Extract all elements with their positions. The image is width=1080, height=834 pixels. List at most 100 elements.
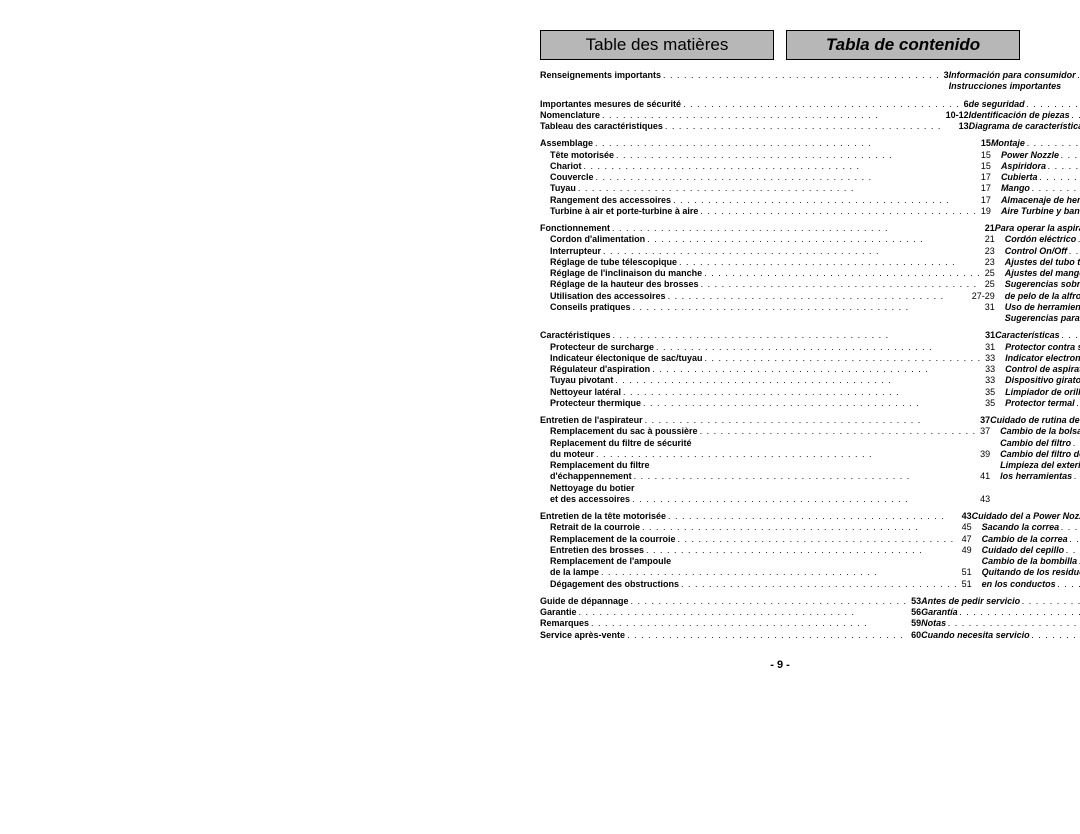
toc-entry-page: 39 (978, 449, 990, 460)
toc-entry: Cubierta17 (991, 172, 1080, 183)
toc-dots (1067, 246, 1080, 257)
toc-dots (1076, 234, 1080, 245)
toc-entry-label: Antes de pedir servicio (921, 596, 1020, 607)
toc-entry-label: Nettoyage du botier (540, 483, 635, 494)
toc-entry: Remplacement du filtre (540, 460, 990, 471)
toc-section: Assemblage15Tête motorisée15Chariot15Cou… (540, 138, 1020, 217)
toc-entry-page: 37 (978, 415, 990, 426)
toc-entry: Dégagement des obstructions51 (540, 579, 972, 590)
toc-dots (679, 579, 960, 590)
page-number: - 9 - (540, 659, 1020, 671)
toc-column-left: Entretien de l'aspirateur37 Remplacement … (540, 415, 990, 505)
toc-entry: Cordon d'alimentation21 (540, 234, 995, 245)
toc-entry-page: 47 (960, 534, 972, 545)
toc-entry-label: du moteur (540, 449, 594, 460)
toc-column-right: Información para consumidor4Instruccione… (949, 70, 1080, 93)
toc-entry-label: los herramientas (990, 471, 1072, 482)
toc-entry-label: Uso de herramientas (995, 302, 1080, 313)
toc-dots (677, 257, 983, 268)
toc-entry-label: Remplacement de l'ampoule (540, 556, 671, 567)
toc-entry-label: Tuyau (540, 183, 576, 194)
toc-entry: Entretien des brosses49 (540, 545, 972, 556)
toc-entry-page: 23 (983, 246, 995, 257)
toc-entry-label: Mango (991, 183, 1030, 194)
toc-entry-label: Protector termal (995, 398, 1075, 409)
toc-dots (644, 545, 960, 556)
toc-body: Renseignements importants3Información pa… (540, 70, 1020, 641)
toc-entry-label: Identificación de piezas (969, 110, 1070, 121)
toc-entry-label: Régulateur d'aspiration (540, 364, 650, 375)
toc-entry-label: Nomenclature (540, 110, 600, 121)
toc-entry-page: 15 (979, 161, 991, 172)
toc-entry: Remplacement de la courroie47 (540, 534, 972, 545)
toc-entry: Service après-vente60 (540, 630, 921, 641)
toc-dots (640, 522, 960, 533)
toc-dots (703, 353, 984, 364)
toc-entry: Régulateur d'aspiration33 (540, 364, 995, 375)
toc-entry-page: 15 (979, 138, 991, 149)
toc-entry-page: 43 (960, 511, 972, 522)
toc-column-right: Para operar la aspiradora21Cordón eléctr… (995, 223, 1080, 324)
toc-entry-label: Garantie (540, 607, 577, 618)
toc-entry-label: Limpieza del exterior y del (990, 460, 1080, 471)
toc-entry-label: de la lampe (540, 567, 599, 578)
toc-entry-label: d'échappennement (540, 471, 632, 482)
toc-dots (629, 596, 910, 607)
toc-entry: Uso de herramientas27-29 (995, 302, 1080, 313)
toc-column-left: Entretien de la tête motorisée43Retrait … (540, 511, 972, 590)
toc-entry-label: Protector contra subrecargas (995, 342, 1080, 353)
toc-entry-label: de seguridad (969, 99, 1025, 110)
toc-dots (699, 279, 983, 290)
toc-dots (625, 630, 909, 641)
toc-entry-label: Remarques (540, 618, 589, 629)
toc-entry-label: Assemblage (540, 138, 593, 149)
toc-entry: Entretien de l'aspirateur37 (540, 415, 990, 426)
toc-section: Renseignements importants3Información pa… (540, 70, 1020, 93)
toc-entry-label: Limpiador de orillas (995, 387, 1080, 398)
toc-dots (676, 534, 960, 545)
toc-entry-label: Entretien des brosses (540, 545, 644, 556)
toc-entry: Power Nozzle15 (991, 150, 1080, 161)
toc-dots (946, 618, 1080, 629)
toc-entry: Sugerencias sobre el ajuste de nivel (995, 279, 1080, 290)
toc-dots (1037, 172, 1080, 183)
toc-dots (702, 268, 983, 279)
toc-entry: Para operar la aspiradora21 (995, 223, 1080, 234)
toc-dots (663, 121, 957, 132)
toc-section: Caractéristiques31Protecteur de surcharg… (540, 330, 1020, 409)
toc-dots (1076, 70, 1080, 81)
toc-entry-label: Turbine à air et porte-turbine à aire (540, 206, 698, 217)
toc-entry: Indicateur électonique de sac/tuyau33 (540, 353, 995, 364)
toc-dots (576, 183, 979, 194)
toc-column-right: de seguridad7Identificación de piezas10-… (969, 99, 1080, 133)
toc-entry-page: 33 (983, 353, 995, 364)
toc-entry: Mango17 (991, 183, 1080, 194)
toc-page: Table des matières Tabla de contenido Re… (540, 0, 1020, 671)
toc-dots (1030, 183, 1080, 194)
toc-entry: Aire Turbine y bandeja19 (991, 206, 1080, 217)
toc-entry-label: Importantes mesures de sécurité (540, 99, 681, 110)
toc-entry: Tête motorisée15 (540, 150, 991, 161)
toc-column-left: Importantes mesures de sécurité6Nomencla… (540, 99, 969, 133)
toc-entry-label: Cuidado del a Power Nozzle (972, 511, 1080, 522)
toc-dots (698, 206, 979, 217)
toc-entry: de la lampe51 (540, 567, 972, 578)
toc-entry-page: 25 (983, 279, 995, 290)
toc-entry: Tuyau17 (540, 183, 991, 194)
toc-entry: Importantes mesures de sécurité6 (540, 99, 969, 110)
toc-entry: Retrait de la courroie45 (540, 522, 972, 533)
toc-section: Entretien de l'aspirateur37 Remplacement … (540, 415, 1020, 505)
toc-entry: Control On/Off23 (995, 246, 1080, 257)
toc-dots (611, 330, 984, 341)
toc-entry: Montaje15 (991, 138, 1080, 149)
toc-entry-label: Cordon d'alimentation (540, 234, 645, 245)
toc-entry-label: Dispositivo giratorio de la manguera (995, 375, 1080, 386)
toc-dots (643, 415, 978, 426)
toc-entry: Tuyau pivotant33 (540, 375, 995, 386)
toc-entry: Limpieza del exterior y del (990, 460, 1080, 471)
toc-entry-page: 17 (979, 172, 991, 183)
toc-entry: Almacenaje de herramientas17 (991, 195, 1080, 206)
toc-entry-label: Power Nozzle (991, 150, 1059, 161)
toc-dots (1059, 150, 1080, 161)
toc-entry-page: 45 (960, 522, 972, 533)
